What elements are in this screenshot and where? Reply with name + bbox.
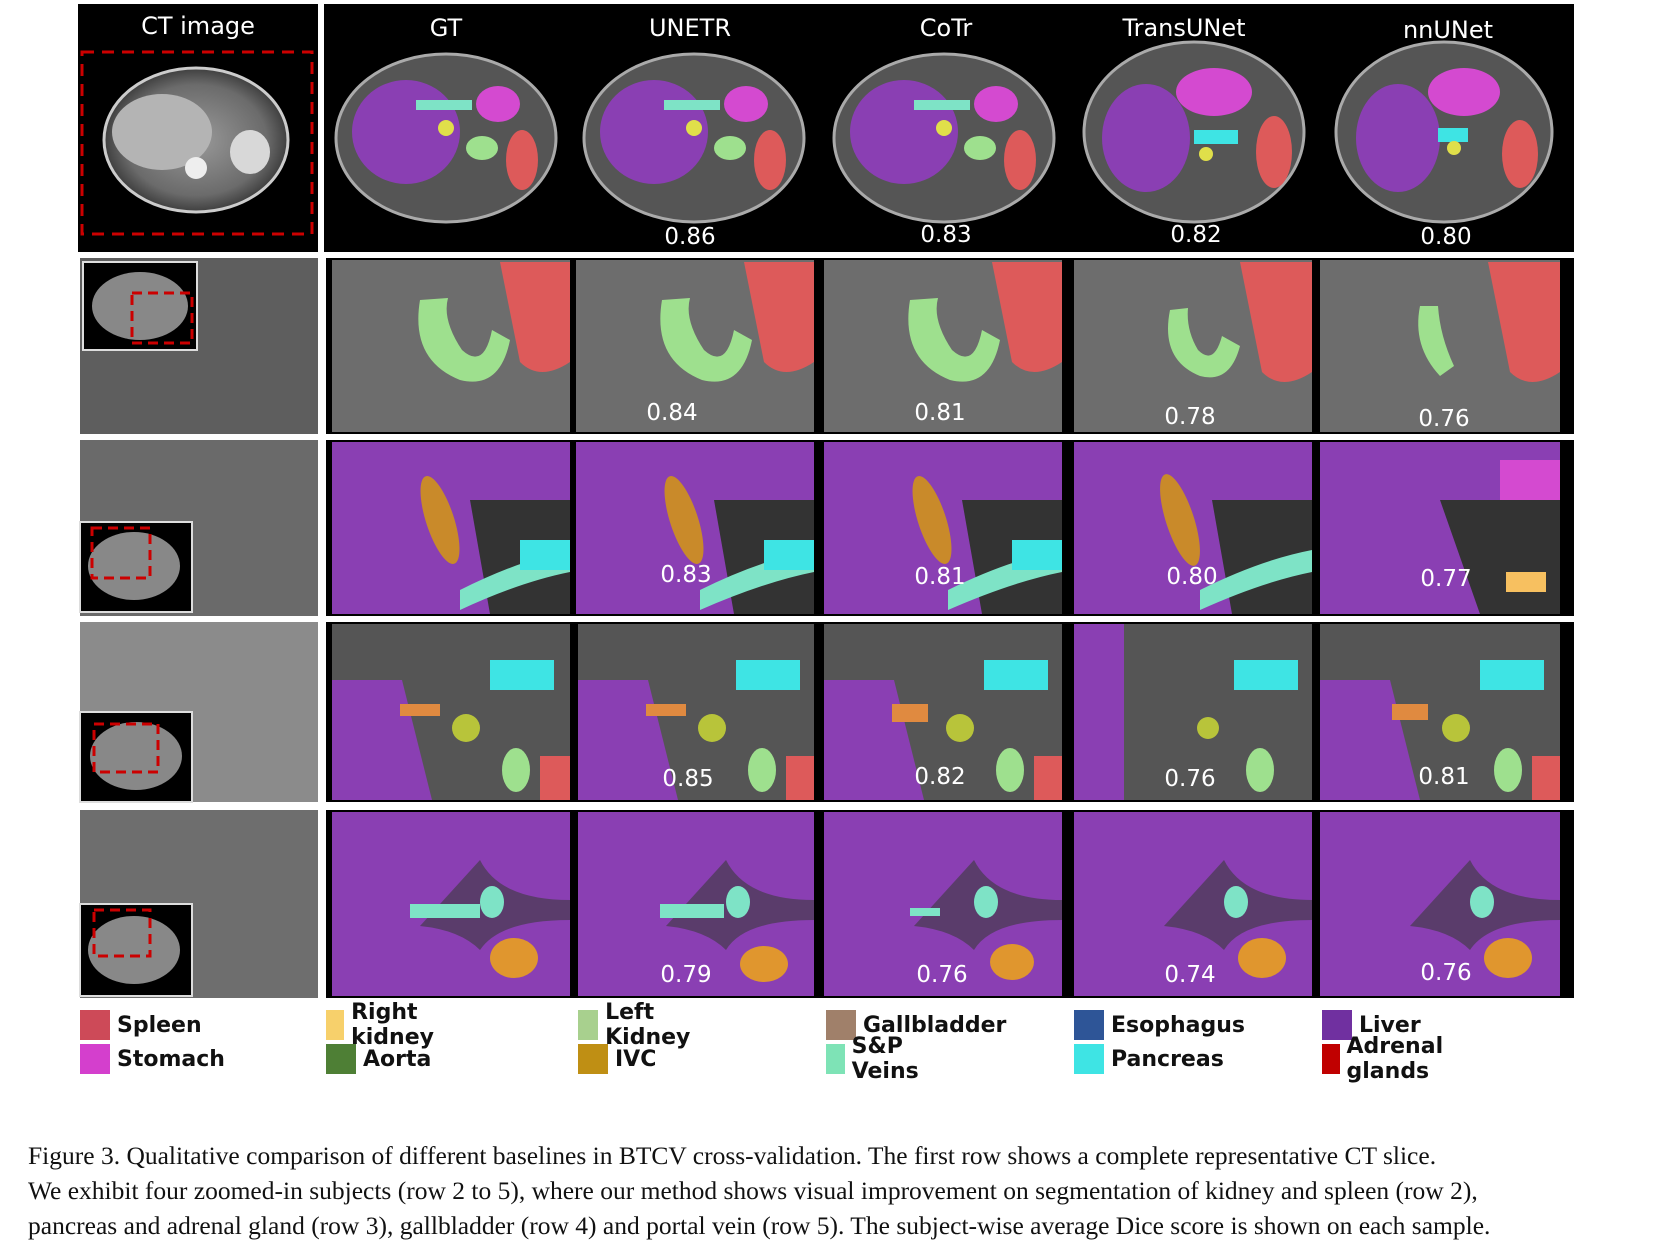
legend-item: Stomach: [80, 1044, 225, 1074]
legend-swatch: [80, 1044, 110, 1074]
legend-item: Adrenal glands: [1322, 1034, 1456, 1084]
score-r4-cotr: 0.82: [914, 764, 965, 790]
legend-item: IVC: [578, 1044, 656, 1074]
score-r5-nnunet: 0.76: [1420, 960, 1471, 986]
legend-item: S&P Veins: [826, 1034, 930, 1084]
legend-label: Aorta: [363, 1046, 432, 1072]
legend-item: Esophagus: [1074, 1010, 1245, 1040]
col-header-ct: CT image: [141, 12, 255, 40]
score-r3-transunet: 0.80: [1166, 564, 1217, 590]
col-header-transunet: TransUNet: [1121, 14, 1245, 42]
legend-label: Gallbladder: [863, 1012, 1007, 1038]
row1-segmentations: [334, 40, 1554, 224]
legend-item: Gallbladder: [826, 1010, 1006, 1040]
legend-swatch: [1074, 1044, 1104, 1074]
legend-label: Liver: [1359, 1012, 1421, 1038]
score-r1-cotr: 0.83: [920, 222, 971, 248]
legend-item: Spleen: [80, 1010, 202, 1040]
legend-label: IVC: [615, 1046, 657, 1072]
score-r3-nnunet: 0.77: [1420, 566, 1471, 592]
legend-swatch: [326, 1010, 345, 1040]
legend-item: Pancreas: [1074, 1044, 1224, 1074]
score-r5-unetr: 0.79: [660, 962, 711, 988]
legend-item: Liver: [1322, 1010, 1421, 1040]
legend-swatch: [1322, 1044, 1340, 1074]
score-r3-cotr: 0.81: [914, 564, 965, 590]
score-r2-transunet: 0.78: [1164, 404, 1215, 430]
legend-swatch: [826, 1044, 845, 1074]
legend-swatch: [578, 1010, 599, 1040]
score-r2-cotr: 0.81: [914, 400, 965, 426]
legend-label: Pancreas: [1111, 1046, 1224, 1072]
score-r4-transunet: 0.76: [1164, 766, 1215, 792]
dice-scores: 0.86 0.83 0.82 0.80 0.84 0.81 0.78 0.76 …: [646, 222, 1471, 988]
zoomed-panels: [326, 258, 1574, 998]
score-r1-unetr: 0.86: [664, 224, 715, 250]
column-headers: CT image GT UNETR CoTr TransUNet nnUNet: [141, 12, 1493, 44]
ct-thumbnails: [79, 258, 318, 998]
caption-line: We exhibit four zoomed-in subjects (row …: [28, 1176, 1478, 1205]
comparison-figure: CT image GT UNETR CoTr TransUNet nnUNet: [78, 4, 1574, 998]
legend-label: Right kidney: [351, 1000, 434, 1050]
legend-label: Stomach: [117, 1046, 225, 1072]
legend-label: Esophagus: [1111, 1012, 1245, 1038]
col-header-gt: GT: [430, 14, 463, 42]
score-r3-unetr: 0.83: [660, 562, 711, 588]
score-r4-unetr: 0.85: [662, 766, 713, 792]
legend-swatch: [80, 1010, 110, 1040]
caption-line: Figure 3. Qualitative comparison of diff…: [28, 1141, 1437, 1170]
score-r2-nnunet: 0.76: [1418, 406, 1469, 432]
score-r2-unetr: 0.84: [646, 400, 697, 426]
caption-line: pancreas and adrenal gland (row 3), gall…: [28, 1211, 1491, 1240]
score-r1-transunet: 0.82: [1170, 222, 1221, 248]
legend-label: Spleen: [117, 1012, 202, 1038]
ct-image: [80, 50, 314, 236]
legend-label: Left Kidney: [605, 1000, 691, 1050]
col-header-nnunet: nnUNet: [1403, 16, 1493, 44]
col-header-unetr: UNETR: [649, 14, 731, 42]
legend-swatch: [1074, 1010, 1104, 1040]
legend-label: Adrenal glands: [1346, 1034, 1444, 1084]
legend-label: S&P Veins: [851, 1034, 919, 1084]
score-r5-transunet: 0.74: [1164, 962, 1215, 988]
legend-item: Left Kidney: [578, 1000, 700, 1050]
legend-swatch: [578, 1044, 608, 1074]
legend-item: Aorta: [326, 1044, 431, 1074]
score-r5-cotr: 0.76: [916, 962, 967, 988]
legend-swatch: [326, 1044, 356, 1074]
col-header-cotr: CoTr: [920, 14, 973, 42]
score-r1-nnunet: 0.80: [1420, 224, 1471, 250]
figure-caption: Figure 3. Qualitative comparison of diff…: [28, 1138, 1628, 1243]
score-r4-nnunet: 0.81: [1418, 764, 1469, 790]
legend-swatch: [1322, 1010, 1352, 1040]
legend-swatch: [826, 1010, 856, 1040]
legend-item: Right kidney: [326, 1000, 446, 1050]
